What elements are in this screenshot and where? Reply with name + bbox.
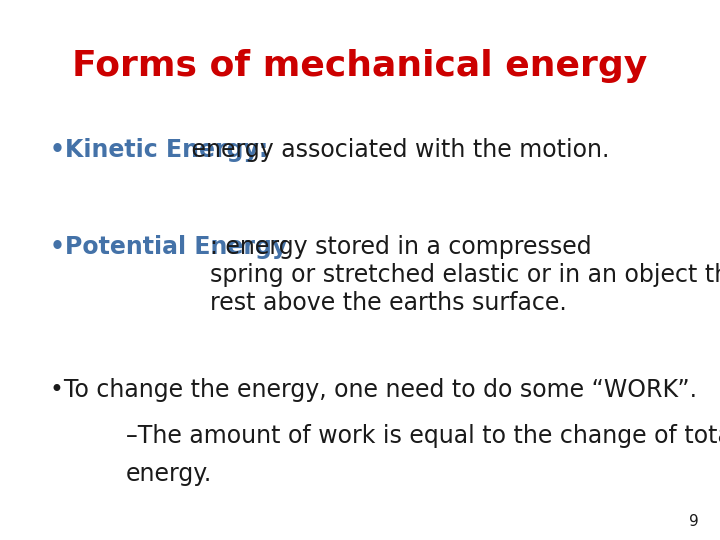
Text: 9: 9 bbox=[688, 514, 698, 529]
Text: energy.: energy. bbox=[126, 462, 212, 485]
Text: : energy stored in a compressed
spring or stretched elastic or in an object that: : energy stored in a compressed spring o… bbox=[210, 235, 720, 314]
Text: •Kinetic Energy:: •Kinetic Energy: bbox=[50, 138, 269, 161]
Text: –The amount of work is equal to the change of total: –The amount of work is equal to the chan… bbox=[126, 424, 720, 448]
Text: •Potential Energy: •Potential Energy bbox=[50, 235, 288, 259]
Text: Forms of mechanical energy: Forms of mechanical energy bbox=[73, 49, 647, 83]
Text: •To change the energy, one need to do some “WORK”.: •To change the energy, one need to do so… bbox=[50, 378, 698, 402]
Text: energy associated with the motion.: energy associated with the motion. bbox=[184, 138, 609, 161]
